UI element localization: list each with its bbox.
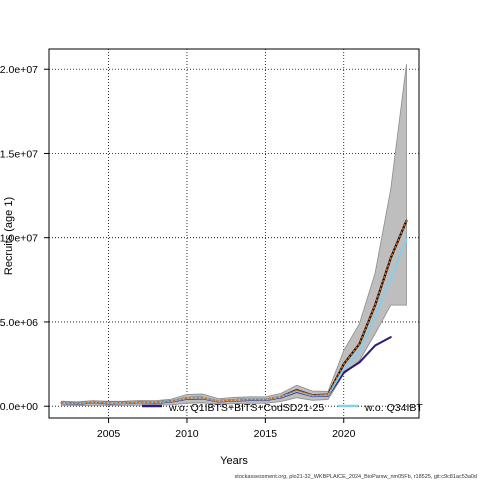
legend-label-series-2: w.o. Q34IBT [364, 402, 423, 414]
y-axis-label: Recruits (age 1) [3, 197, 15, 275]
y-tick-label-0: 0.0e+00 [0, 401, 38, 413]
footer-note: stockassessment.org, plo21-32_WKBPLAICE_… [235, 474, 477, 480]
x-tick-label-2010: 2010 [175, 428, 199, 440]
y-tick-label-4: 2.0e+07 [0, 64, 38, 76]
x-axis-ticks: 2005 2010 2015 2020 [97, 418, 356, 440]
series-layer [60, 219, 408, 405]
legend-label-series-1: w.o. Q1IBTS+BITS+CodSD21-25 [168, 402, 324, 414]
y-tick-label-1: 5.0e+06 [0, 317, 38, 329]
x-tick-label-2005: 2005 [97, 428, 121, 440]
series-line-1 [60, 219, 408, 405]
x-axis-label: Years [220, 455, 248, 467]
x-tick-label-2020: 2020 [332, 428, 356, 440]
y-axis-ticks: 0.0e+00 5.0e+06 1.0e+07 1.5e+07 2.0e+07 [0, 64, 49, 413]
confidence-band-layer [61, 64, 407, 406]
plot-frame [48, 48, 420, 419]
legend: w.o. Q1IBTS+BITS+CodSD21-25 w.o. Q34IBT [142, 402, 423, 414]
y-tick-label-3: 1.5e+07 [0, 148, 38, 160]
grid-lines [49, 49, 419, 418]
x-tick-label-2015: 2015 [254, 428, 278, 440]
confidence-band [61, 64, 407, 406]
series-line-2 [60, 220, 408, 405]
series-line-4 [60, 238, 408, 405]
y-tick-label-2: 1.0e+07 [0, 233, 38, 245]
